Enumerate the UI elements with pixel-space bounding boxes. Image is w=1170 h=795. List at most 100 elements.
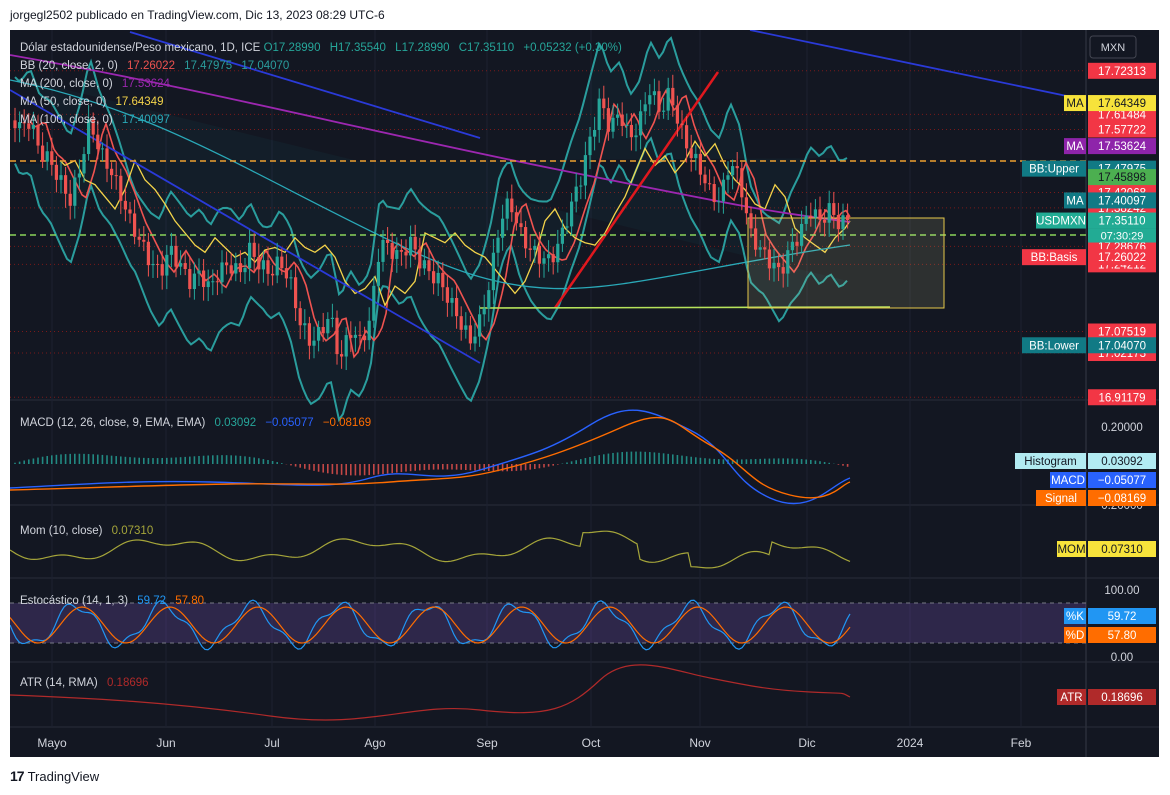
- candle-body: [804, 215, 808, 224]
- ma200-legend[interactable]: MA (200, close, 0) 17.53624: [20, 78, 170, 90]
- price-scale-label: 17.61484: [1098, 109, 1147, 121]
- candle-body: [754, 228, 758, 250]
- usdmxn-name-tag: [1036, 212, 1086, 229]
- candle-body: [68, 193, 72, 206]
- candle-body: [123, 200, 127, 210]
- ma200-line: [9, 54, 851, 223]
- candle-body: [22, 122, 26, 124]
- candle-body: [726, 175, 730, 180]
- footer-brand: TradingView: [27, 768, 100, 784]
- candle-body: [478, 314, 482, 337]
- ma100-name-tag: [1064, 192, 1086, 209]
- candle-body: [418, 249, 422, 269]
- bb-upper-name-tag: [1022, 160, 1086, 177]
- candle-body: [36, 124, 40, 146]
- candle-body: [823, 219, 827, 223]
- candle-body: [220, 262, 224, 283]
- mom-legend[interactable]: Mom (10, close) 0.07310: [20, 525, 153, 537]
- time-axis-label: 2024: [897, 736, 924, 750]
- candle-body: [583, 155, 587, 186]
- bb-upper-value: 17.47975: [184, 60, 232, 72]
- stoch-k-value-tag: [1088, 608, 1156, 624]
- stoch-d-name-tag: [1064, 627, 1086, 643]
- candle-body: [330, 317, 334, 319]
- candle-body: [579, 185, 583, 187]
- macd-legend[interactable]: MACD (12, 26, close, 9, EMA, EMA) 0.0309…: [20, 417, 371, 429]
- candle-body: [436, 272, 440, 284]
- candle-body: [846, 215, 850, 220]
- currency-button[interactable]: MXN: [1089, 35, 1137, 59]
- atr-line: [9, 664, 851, 721]
- candle-body: [625, 124, 629, 127]
- price-scale-label: 17.57722: [1098, 125, 1146, 137]
- candle-body: [528, 248, 532, 250]
- candle-body: [537, 245, 541, 264]
- candle-body: [459, 316, 463, 330]
- bb-upper-name-label: BB:Upper: [1029, 164, 1079, 176]
- atr-legend[interactable]: ATR (14, RMA) 0.18696: [20, 677, 149, 689]
- candle-body: [524, 227, 528, 249]
- candle-body: [82, 154, 86, 174]
- candle-body: [482, 308, 486, 315]
- candle-body: [404, 251, 408, 256]
- candle-body: [381, 239, 385, 262]
- candle-body: [137, 236, 141, 240]
- ohlc-close: C17.35110: [459, 42, 514, 54]
- candle-body: [639, 111, 643, 136]
- bb-legend[interactable]: BB (20, close, 2, 0) 17.26022 17.47975 1…: [20, 60, 289, 72]
- candle-body: [261, 260, 265, 270]
- candle-body: [105, 148, 109, 169]
- candle-body: [588, 136, 592, 156]
- candle-body: [514, 212, 518, 224]
- mom-legend-label: Mom (10, close): [20, 525, 103, 537]
- candle-body: [252, 242, 256, 257]
- right-trend-line: [749, 29, 1087, 101]
- candle-body: [790, 241, 794, 251]
- main-legend-line: Dólar estadounidense/Peso mexicano, 1D, …: [20, 42, 622, 54]
- candle-body: [473, 336, 477, 344]
- time-axis-label: Dic: [798, 736, 815, 750]
- chart-area[interactable]: 17.7231317.6148417.5772217.4206817.38242…: [9, 29, 1159, 757]
- candle-body: [827, 203, 831, 223]
- candle-body: [501, 218, 505, 238]
- candle-body: [560, 227, 564, 244]
- candle-body: [836, 214, 840, 230]
- macd-hist-value-label: 0.03092: [1101, 456, 1143, 468]
- candle-body: [611, 117, 615, 132]
- stoch-d-value-label: 57.80: [1108, 630, 1137, 642]
- ma50-value-tag: [1088, 95, 1156, 112]
- candle-body: [413, 236, 417, 250]
- ma200-value: 17.53624: [122, 78, 171, 90]
- candle-body: [689, 148, 693, 159]
- candle-body: [795, 241, 799, 246]
- candle-body: [519, 223, 523, 228]
- candle-body: [731, 166, 735, 176]
- candle-body: [266, 260, 270, 274]
- signal-name-tag: [1036, 490, 1086, 506]
- candle-body: [280, 256, 284, 269]
- time-axis-label: Nov: [689, 736, 710, 750]
- ma50-legend[interactable]: MA (50, close, 0) 17.64349: [20, 96, 163, 108]
- atr-name-tag: [1057, 689, 1086, 705]
- atr-legend-label: ATR (14, RMA): [20, 677, 98, 689]
- candle-body: [634, 135, 638, 138]
- signal-value-tag: [1088, 490, 1156, 506]
- ma200-value-label: 17.53624: [1098, 141, 1147, 153]
- candle-body: [505, 198, 509, 219]
- candle-body: [87, 119, 91, 155]
- macd-line-value: −0.05077: [265, 417, 313, 429]
- ma100-legend[interactable]: MA (100, close, 0) 17.40097: [20, 114, 170, 126]
- candle-body: [772, 262, 776, 269]
- signal-name-label: Signal: [1045, 493, 1077, 505]
- candle-body: [229, 265, 233, 274]
- candle-body: [100, 148, 104, 150]
- stoch-d-value: 57.80: [175, 595, 204, 607]
- candle-body: [358, 334, 362, 336]
- ma50-legend-label: MA (50, close, 0): [20, 96, 106, 108]
- candle-body: [376, 261, 380, 286]
- bb-lower-name-label: BB:Lower: [1029, 340, 1079, 352]
- currency-label: MXN: [1101, 42, 1126, 54]
- candle-body: [570, 201, 574, 227]
- candle-body: [735, 166, 739, 169]
- stoch-legend[interactable]: Estocástico (14, 1, 3) 59.72 57.80: [20, 595, 204, 607]
